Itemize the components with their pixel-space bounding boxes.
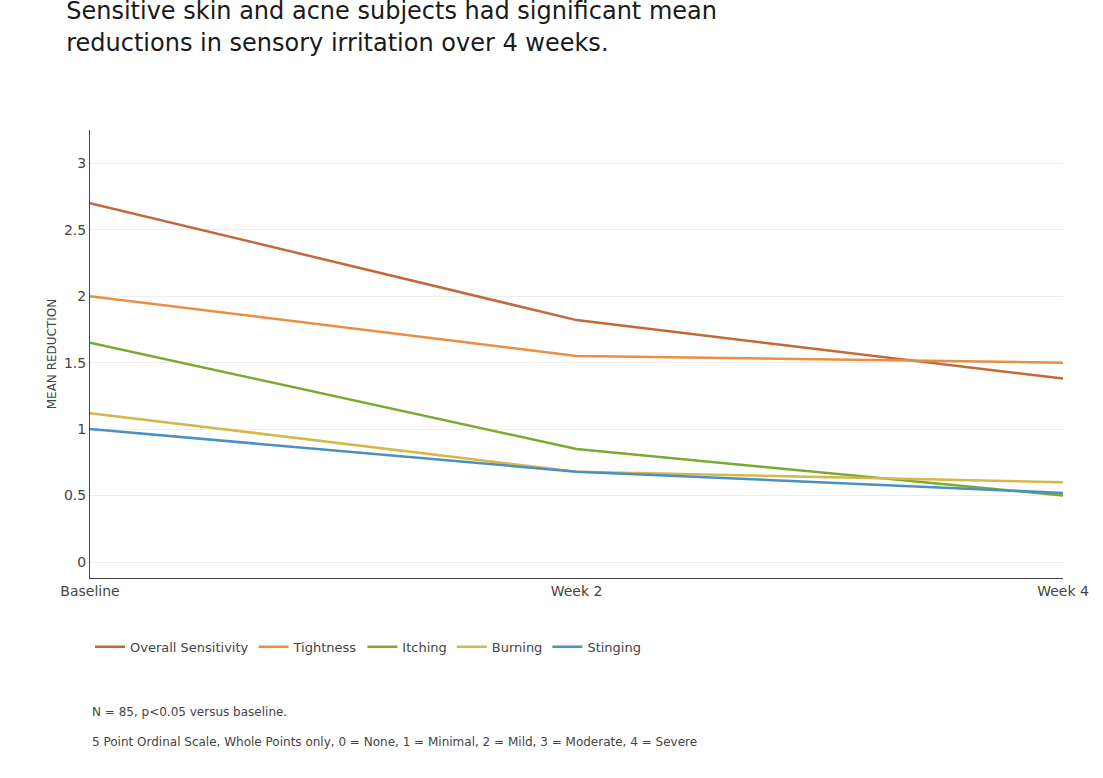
svg-text:3: 3 [77, 155, 86, 171]
svg-text:N = 85, p<0.05 versus baseline: N = 85, p<0.05 versus baseline. [92, 705, 287, 719]
svg-text:1: 1 [77, 421, 86, 437]
svg-text:Week 4: Week 4 [1037, 583, 1089, 599]
svg-text:Tightness: Tightness [293, 640, 357, 655]
svg-text:5 Point Ordinal Scale, Whole P: 5 Point Ordinal Scale, Whole Points only… [92, 735, 697, 749]
svg-text:0: 0 [77, 554, 86, 570]
svg-text:MEAN REDUCTION: MEAN REDUCTION [45, 299, 59, 410]
svg-text:2: 2 [77, 288, 86, 304]
svg-text:Sensitive skin and acne subjec: Sensitive skin and acne subjects had sig… [66, 0, 717, 57]
svg-text:0.5: 0.5 [64, 487, 86, 503]
svg-text:Overall Sensitivity: Overall Sensitivity [130, 640, 249, 655]
svg-text:Baseline: Baseline [60, 583, 119, 599]
svg-text:Burning: Burning [492, 640, 543, 655]
svg-text:Itching: Itching [402, 640, 446, 655]
svg-text:Week 2: Week 2 [551, 583, 603, 599]
svg-text:1.5: 1.5 [64, 355, 86, 371]
svg-text:2.5: 2.5 [64, 222, 86, 238]
svg-text:Stinging: Stinging [587, 640, 641, 655]
